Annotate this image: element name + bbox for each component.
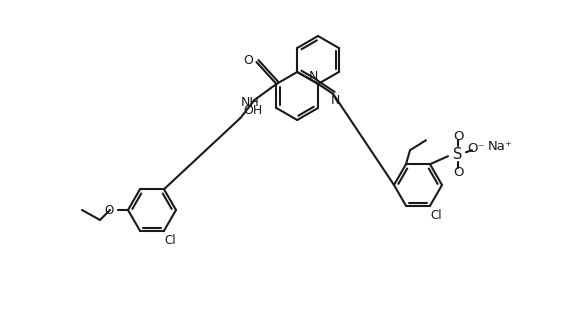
Text: OH: OH <box>243 104 262 116</box>
Text: O: O <box>243 55 253 67</box>
Text: O: O <box>453 166 463 179</box>
Text: O: O <box>105 203 114 217</box>
Text: O⁻: O⁻ <box>467 142 485 155</box>
Text: Cl: Cl <box>164 234 176 247</box>
Text: N: N <box>331 94 340 106</box>
Text: Na⁺: Na⁺ <box>488 140 512 153</box>
Text: S: S <box>453 147 462 162</box>
Text: O: O <box>453 130 463 143</box>
Text: Cl: Cl <box>430 209 442 222</box>
Text: NH: NH <box>241 95 260 109</box>
Text: N: N <box>309 70 318 82</box>
